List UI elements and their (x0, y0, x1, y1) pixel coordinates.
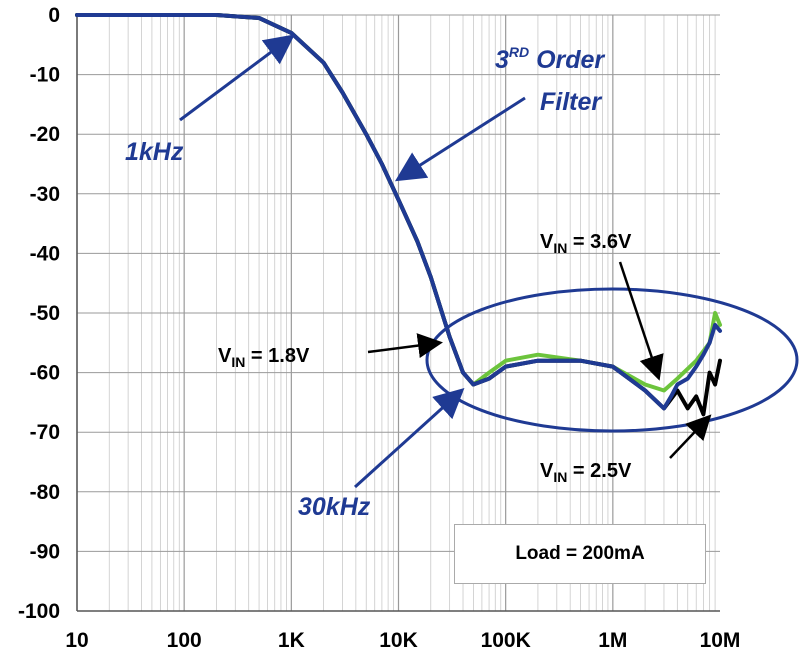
arrow-vin25 (669, 414, 712, 459)
x-tick-label: 1M (598, 629, 627, 652)
y-tick-label: -90 (30, 540, 60, 563)
y-tick-label: -100 (18, 600, 60, 623)
load-label: Load = 200mA (515, 543, 645, 564)
arrow-1khz (179, 34, 295, 122)
label-vin-3-6: VIN = 3.6V (540, 231, 632, 256)
series-line-3 (75, 13, 722, 411)
x-tick-label: 10K (379, 629, 418, 652)
y-axis-ticks: 0 -10 -20 -30 -40 -50 -60 -70 -80 -90 -100 (18, 4, 60, 623)
label-filter-line2: Filter (540, 88, 602, 116)
label-1khz: 1kHz (125, 138, 184, 166)
chart-axes (76, 15, 720, 612)
y-tick-label: -40 (30, 242, 60, 265)
label-vin-1-8: VIN = 1.8V (218, 345, 310, 370)
arrow-filter (394, 96, 526, 182)
region-ellipse (425, 287, 799, 433)
x-tick-label: 1K (278, 629, 305, 652)
arrow-vin18 (367, 333, 443, 358)
x-axis-ticks: 10 100 1K 10K 100K 1M 10M (65, 629, 740, 652)
y-tick-label: -20 (30, 123, 60, 146)
y-tick-label: -30 (30, 183, 60, 206)
label-filter: 3RD Order (495, 44, 605, 74)
x-tick-label: 100 (167, 629, 202, 652)
y-tick-label: -80 (30, 481, 60, 504)
arrow-30khz (353, 387, 465, 489)
y-tick-label: -10 (30, 64, 60, 87)
y-tick-label: -60 (30, 362, 60, 385)
load-label-box: Load = 200mA (454, 524, 706, 584)
chart-grid (76, 14, 720, 612)
y-tick-label: -50 (30, 302, 60, 325)
arrow-vin36 (618, 261, 664, 381)
x-tick-label: 10M (700, 629, 741, 652)
x-tick-label: 10 (65, 629, 88, 652)
x-tick-label: 100K (481, 629, 531, 652)
y-tick-label: -70 (30, 421, 60, 444)
y-tick-label: 0 (48, 4, 60, 27)
label-30khz: 30kHz (298, 493, 371, 521)
chart-series (75, 13, 722, 417)
label-vin-2-5: VIN = 2.5V (540, 460, 632, 485)
